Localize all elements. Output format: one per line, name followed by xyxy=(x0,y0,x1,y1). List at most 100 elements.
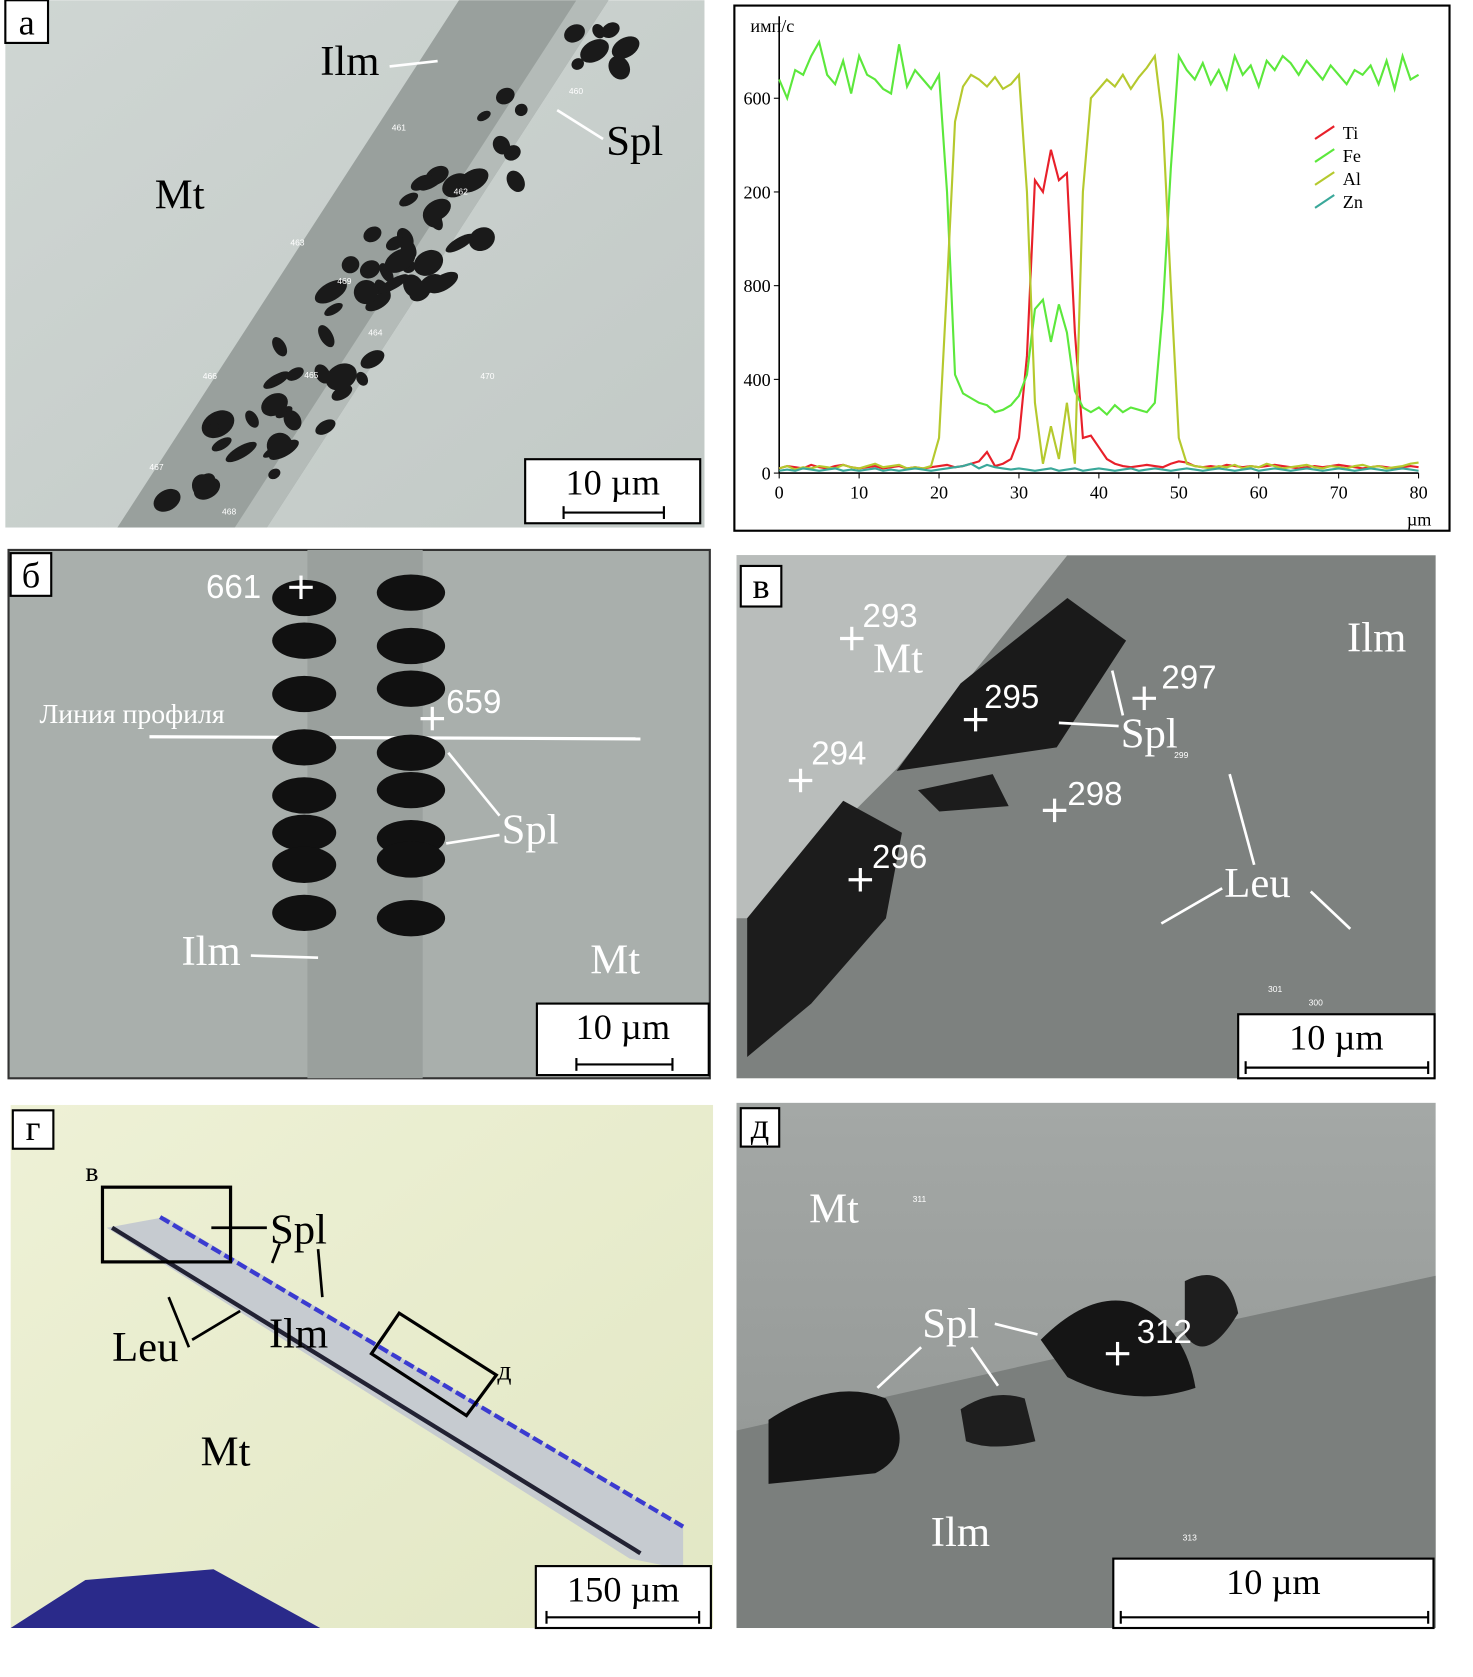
spinel xyxy=(272,579,337,617)
label: Ilm xyxy=(181,928,240,975)
spinel xyxy=(384,248,416,273)
spinel xyxy=(960,1394,1036,1447)
spinel xyxy=(153,488,181,512)
spinel xyxy=(379,263,394,283)
arrows-dark xyxy=(167,1226,324,1348)
point-label: 311 xyxy=(913,1194,927,1204)
label: Линия профиля xyxy=(39,699,224,730)
spinel xyxy=(341,256,360,274)
point-label: 460 xyxy=(569,86,583,96)
label: Spl xyxy=(502,806,559,853)
label: Mt xyxy=(590,937,640,984)
label: Leu xyxy=(1224,860,1290,907)
point-label: 297 xyxy=(1161,660,1216,697)
x-tick-label: 80 xyxy=(1410,483,1428,503)
spinel xyxy=(272,846,337,883)
point-label: 313 xyxy=(1183,1532,1197,1542)
spinel xyxy=(442,173,471,198)
point-label: 298 xyxy=(1067,776,1122,813)
label: Mt xyxy=(809,1185,859,1232)
spinel xyxy=(360,350,385,369)
spinel xyxy=(514,103,528,117)
spinel xyxy=(272,814,337,851)
spinel xyxy=(376,734,446,771)
y-tick-label: 600 xyxy=(743,89,770,109)
spinel xyxy=(211,437,232,452)
label: Leu xyxy=(112,1324,178,1371)
x-tick-label: 40 xyxy=(1090,483,1108,503)
spinel xyxy=(418,173,444,191)
arrow xyxy=(970,1346,1000,1387)
inset-box xyxy=(369,1310,499,1418)
label: Spl xyxy=(270,1207,327,1254)
legend-label: Al xyxy=(1343,169,1361,189)
y-tick-label: 400 xyxy=(743,370,770,390)
spinel xyxy=(324,302,343,316)
point-label: 294 xyxy=(811,735,866,772)
x-axis-label: µm xyxy=(1407,509,1432,529)
spinel xyxy=(399,192,419,207)
point-label: 462 xyxy=(454,186,468,196)
spinel xyxy=(376,627,446,665)
legend-swatch xyxy=(1314,125,1335,140)
legend-label: Fe xyxy=(1343,146,1361,166)
y-tick-label: 0 xyxy=(762,463,771,483)
spinel xyxy=(225,441,257,463)
chart: 0 400 800 200 600 0 10 20 30 40 50 60 70 80 имп/с µm Ti F… xyxy=(743,16,1431,529)
point-label: 463 xyxy=(290,238,304,248)
spinel xyxy=(896,597,1127,771)
spinel xyxy=(506,170,525,192)
arrow xyxy=(191,1309,241,1341)
spinel xyxy=(365,293,391,312)
spinel xyxy=(385,235,405,251)
crosses xyxy=(289,575,1156,1366)
spinel xyxy=(363,226,382,243)
label: в xyxy=(85,1157,98,1188)
panel-annotations: а 10 µm б 10 µm в 10 µm г 150 µm д 10 µm xyxy=(4,0,1436,1630)
panel-letter: б xyxy=(22,555,40,595)
point-label: 467 xyxy=(149,462,163,472)
legend-swatch xyxy=(1314,148,1335,163)
spinel xyxy=(207,422,220,433)
scale-label: 10 µm xyxy=(1226,1562,1320,1602)
y-tick-label: 200 xyxy=(743,182,770,202)
label: Mt xyxy=(201,1429,251,1476)
scale-label: 10 µm xyxy=(576,1007,670,1047)
spinel xyxy=(445,233,475,253)
scale-label: 150 µm xyxy=(567,1569,680,1609)
spinel xyxy=(608,55,631,80)
spinel xyxy=(477,110,491,122)
spinel xyxy=(376,771,446,809)
ilmenite-band xyxy=(106,1217,684,1570)
letter-box xyxy=(9,552,53,597)
spinel xyxy=(413,249,444,276)
arrows xyxy=(250,59,1352,1389)
x-tick-label: 50 xyxy=(1170,483,1188,503)
point-label: 301 xyxy=(1268,984,1282,994)
letter-box xyxy=(4,0,50,44)
panel-a xyxy=(5,0,705,528)
spinel xyxy=(266,432,293,458)
spinel xyxy=(492,135,511,155)
panel-letter: г xyxy=(26,1108,41,1148)
spinel xyxy=(318,325,335,348)
panel-letter: в xyxy=(752,566,769,606)
point-label: 312 xyxy=(1137,1314,1192,1351)
spinel xyxy=(425,207,443,231)
spinel xyxy=(272,894,337,931)
arrow xyxy=(445,833,500,845)
label: Spl xyxy=(922,1301,979,1348)
arrow xyxy=(994,1322,1038,1336)
spinel xyxy=(359,260,381,279)
panel-letter: а xyxy=(19,2,35,42)
point-label: 299 xyxy=(1174,750,1188,760)
point-label: 468 xyxy=(222,507,236,517)
spinel xyxy=(768,1391,900,1484)
arrow xyxy=(1058,721,1119,728)
y-tick-label: 800 xyxy=(743,276,770,296)
label: Ilm xyxy=(931,1509,990,1556)
panel-b xyxy=(7,548,711,1080)
x-tick-label: 20 xyxy=(930,483,948,503)
spinel xyxy=(314,279,347,304)
